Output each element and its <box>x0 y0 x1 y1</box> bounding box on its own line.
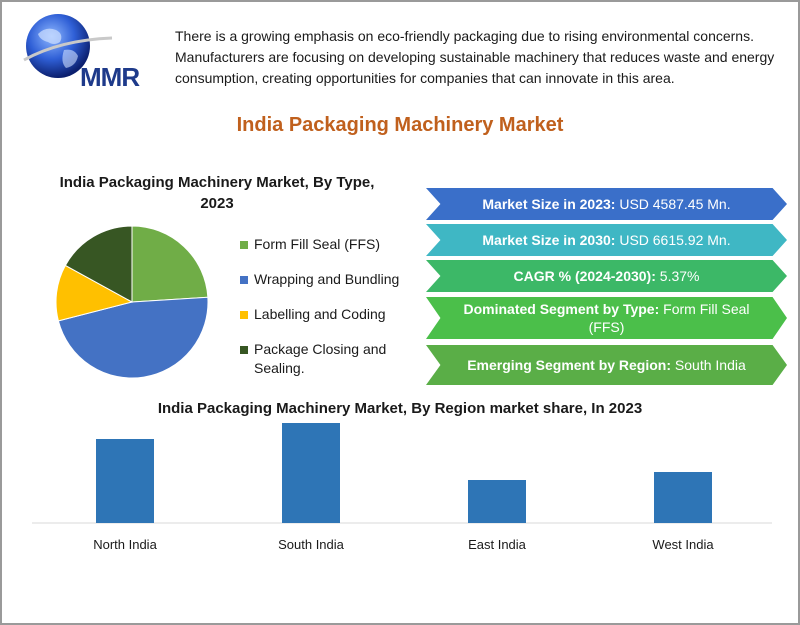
legend-item-2: Labelling and Coding <box>240 305 410 324</box>
info-arrow-value: USD 4587.45 Mn. <box>615 196 731 212</box>
info-arrow-text: Emerging Segment by Region: South India <box>467 356 746 374</box>
info-arrow-value: Form Fill Seal (FFS) <box>588 301 750 335</box>
info-arrow-text: Market Size in 2030: USD 6615.92 Mn. <box>482 231 730 249</box>
pie-slice-3 <box>64 225 133 303</box>
info-arrow-1: Market Size in 2030: USD 6615.92 Mn. <box>426 224 787 256</box>
legend-item-0: Form Fill Seal (FFS) <box>240 235 410 254</box>
info-arrow-value: South India <box>671 357 746 373</box>
info-arrow-label: Dominated Segment by Type: <box>463 301 660 317</box>
bar-east-india <box>468 480 526 523</box>
bar-chart-title: India Packaging Machinery Market, By Reg… <box>157 400 643 417</box>
bar-west-india <box>654 472 712 523</box>
info-arrow-label: CAGR % (2024-2030): <box>513 268 656 284</box>
info-arrow-label: Market Size in 2030: <box>482 232 616 248</box>
globe-icon <box>23 14 113 78</box>
bar-category-label: North India <box>93 537 157 552</box>
main-title: India Packaging Machinery Market <box>236 114 564 136</box>
info-arrow-3: Dominated Segment by Type: Form Fill Sea… <box>426 297 787 339</box>
info-arrow-2: CAGR % (2024-2030): 5.37% <box>426 260 787 292</box>
legend-label: Form Fill Seal (FFS) <box>254 236 380 252</box>
bar-north-india <box>96 439 154 523</box>
pie-legend: Form Fill Seal (FFS) Wrapping and Bundlin… <box>240 235 410 394</box>
legend-item-1: Wrapping and Bundling <box>240 270 410 289</box>
info-arrow-0: Market Size in 2023: USD 4587.45 Mn. <box>426 188 787 220</box>
logo-text: MMR <box>80 62 140 92</box>
legend-swatch <box>240 311 248 319</box>
intro-paragraph: There is a growing emphasis on eco-frien… <box>175 28 775 86</box>
bar-south-india <box>282 423 340 523</box>
pie-chart-title: India Packaging Machinery Market, By Typ… <box>59 174 375 212</box>
bar-category-label: West India <box>652 537 714 552</box>
pie-chart <box>55 225 209 379</box>
info-arrow-label: Emerging Segment by Region: <box>467 357 672 373</box>
bar-chart: North India South India East India West Ind… <box>32 423 772 552</box>
info-arrow-value: USD 6615.92 Mn. <box>615 232 731 248</box>
pie-slice-1 <box>57 296 209 379</box>
legend-swatch <box>240 346 248 354</box>
bar-category-label: East India <box>468 537 527 552</box>
bar-category-label: South India <box>278 537 345 552</box>
legend-label: Package Closing and Sealing. <box>254 341 387 376</box>
legend-swatch <box>240 276 248 284</box>
legend-swatch <box>240 241 248 249</box>
info-arrow-text: CAGR % (2024-2030): 5.37% <box>514 267 700 285</box>
legend-label: Labelling and Coding <box>254 306 386 322</box>
info-arrow-label: Market Size in 2023: <box>482 196 616 212</box>
pie-slice-0 <box>131 225 209 303</box>
mmr-logo: MMR <box>20 10 150 92</box>
info-arrow-value: 5.37% <box>655 268 700 284</box>
legend-item-3: Package Closing and Sealing. <box>240 340 410 378</box>
info-arrow-4: Emerging Segment by Region: South India <box>426 345 787 385</box>
legend-label: Wrapping and Bundling <box>254 271 400 287</box>
info-arrow-text: Dominated Segment by Type: Form Fill Sea… <box>446 300 767 336</box>
info-arrow-text: Market Size in 2023: USD 4587.45 Mn. <box>482 195 730 213</box>
